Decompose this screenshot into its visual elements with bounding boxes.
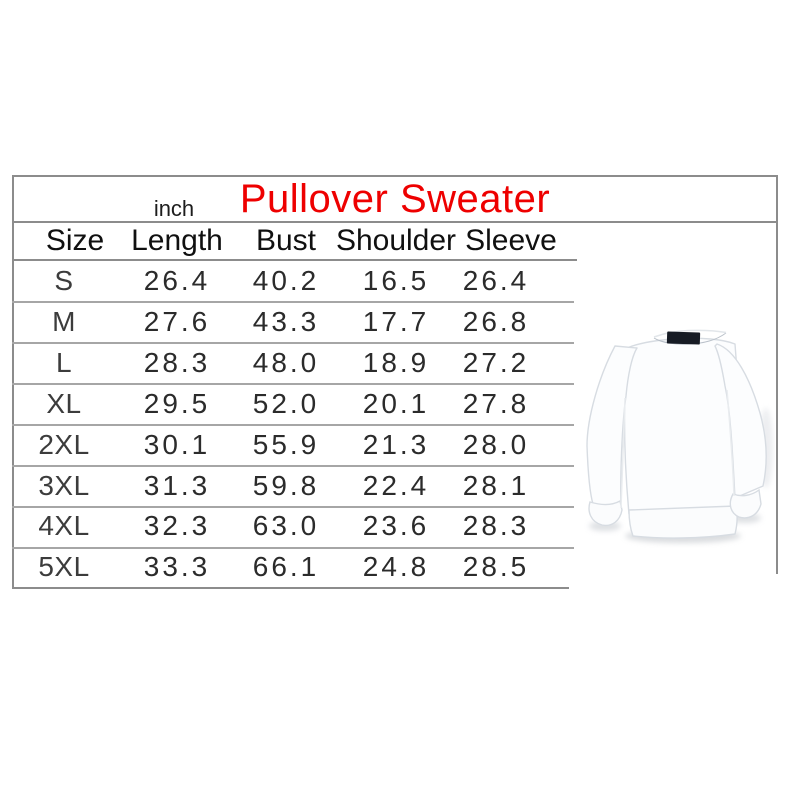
length-cell: 27.6 bbox=[143, 306, 211, 338]
column-header-bust: Bust bbox=[255, 223, 317, 257]
collar-top-edge bbox=[653, 329, 727, 338]
size-cell: M bbox=[52, 306, 76, 338]
length-cell: 28.3 bbox=[143, 347, 211, 379]
column-header-length: Length bbox=[131, 223, 223, 257]
sleeve-cell: 27.8 bbox=[462, 387, 530, 419]
title-separator-line bbox=[12, 221, 778, 223]
sweater-right-cuff bbox=[729, 488, 762, 519]
table-border-left bbox=[12, 175, 14, 589]
sweater-hem-band bbox=[628, 505, 738, 539]
sleeve-cell: 28.1 bbox=[462, 469, 530, 501]
bust-cell: 52.0 bbox=[252, 387, 320, 419]
table-row: 5XL 33.3 66.1 24.8 28.5 bbox=[12, 547, 564, 588]
bust-cell: 66.1 bbox=[252, 551, 320, 583]
length-cell: 33.3 bbox=[143, 551, 211, 583]
row-separator-line bbox=[12, 342, 574, 344]
shoulder-cell: 22.4 bbox=[362, 469, 430, 501]
white-pullover-sweater-image bbox=[586, 329, 773, 543]
length-cell: 30.1 bbox=[143, 428, 211, 460]
shoulder-cell: 17.7 bbox=[362, 306, 430, 338]
size-cell: 5XL bbox=[38, 551, 90, 583]
table-row: 2XL 30.1 55.9 21.3 28.0 bbox=[12, 424, 564, 465]
table-row: 3XL 31.3 59.8 22.4 28.1 bbox=[12, 465, 564, 506]
length-cell: 31.3 bbox=[143, 469, 211, 501]
neck-tag bbox=[666, 331, 701, 345]
table-row: L 28.3 48.0 18.9 27.2 bbox=[12, 343, 564, 384]
bust-cell: 59.8 bbox=[252, 469, 320, 501]
size-cell: L bbox=[55, 347, 73, 379]
sleeve-cell: 26.8 bbox=[462, 306, 530, 338]
bust-cell: 48.0 bbox=[252, 347, 320, 379]
bust-cell: 55.9 bbox=[252, 428, 320, 460]
size-cell: 2XL bbox=[38, 428, 90, 460]
shoulder-cell: 21.3 bbox=[362, 428, 430, 460]
length-cell: 26.4 bbox=[143, 265, 211, 297]
bust-cell: 40.2 bbox=[252, 265, 320, 297]
sleeve-cell: 28.0 bbox=[462, 428, 530, 460]
unit-label: inch bbox=[153, 196, 195, 221]
row-separator-line bbox=[12, 465, 574, 467]
row-separator-line bbox=[12, 547, 574, 549]
sleeve-cell: 28.3 bbox=[462, 510, 530, 542]
row-separator-line bbox=[12, 383, 574, 385]
sleeve-cell: 26.4 bbox=[462, 265, 530, 297]
size-cell: XL bbox=[46, 387, 82, 419]
bust-cell: 63.0 bbox=[252, 510, 320, 542]
size-cell: 3XL bbox=[38, 469, 90, 501]
size-cell: S bbox=[54, 265, 74, 297]
row-separator-line bbox=[12, 424, 574, 426]
table-row: S 26.4 40.2 16.5 26.4 bbox=[12, 261, 564, 302]
shoulder-cell: 20.1 bbox=[362, 387, 430, 419]
column-header-sleeve: Sleeve bbox=[465, 223, 557, 257]
shoulder-cell: 16.5 bbox=[362, 265, 430, 297]
shoulder-cell: 23.6 bbox=[362, 510, 430, 542]
table-header-row: Size Length Bust Shoulder Sleeve bbox=[12, 222, 564, 259]
length-cell: 32.3 bbox=[143, 510, 211, 542]
crease-line bbox=[726, 389, 735, 497]
header-separator-line bbox=[12, 259, 577, 261]
table-row: XL 29.5 52.0 20.1 27.8 bbox=[12, 384, 564, 425]
table-border-right bbox=[776, 175, 778, 574]
page-title: Pullover Sweater bbox=[239, 177, 551, 221]
size-table-rows: S 26.4 40.2 16.5 26.4 M 27.6 43.3 17.7 2… bbox=[12, 261, 564, 588]
shoulder-cell: 24.8 bbox=[362, 551, 430, 583]
table-border-bottom bbox=[12, 587, 569, 589]
sleeve-cell: 27.2 bbox=[462, 347, 530, 379]
column-header-size: Size bbox=[45, 223, 105, 257]
table-row: M 27.6 43.3 17.7 26.8 bbox=[12, 302, 564, 343]
bust-cell: 43.3 bbox=[252, 306, 320, 338]
shoulder-cell: 18.9 bbox=[362, 347, 430, 379]
row-separator-line bbox=[12, 301, 574, 303]
crease-line bbox=[620, 397, 626, 509]
table-row: 4XL 32.3 63.0 23.6 28.3 bbox=[12, 506, 564, 547]
sweater-left-cuff bbox=[588, 499, 623, 527]
row-separator-line bbox=[12, 506, 574, 508]
size-cell: 4XL bbox=[38, 510, 90, 542]
table-border-top bbox=[12, 175, 778, 177]
length-cell: 29.5 bbox=[143, 387, 211, 419]
column-header-shoulder: Shoulder bbox=[335, 223, 457, 257]
sleeve-cell: 28.5 bbox=[462, 551, 530, 583]
